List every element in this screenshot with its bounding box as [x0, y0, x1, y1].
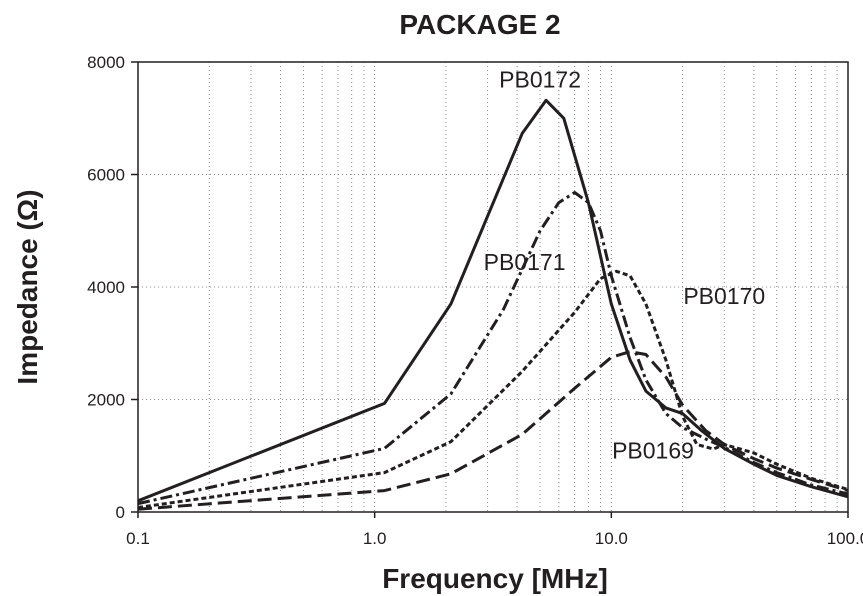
- series-label-pb0171: PB0171: [484, 249, 566, 275]
- series-line-pb0172: [137, 98, 849, 503]
- x-tick-label: 10.0: [595, 529, 628, 548]
- axis-ticks: 0.1 1.0 10.0 100.0 0 2000 4000 6000 8000: [87, 53, 863, 548]
- y-tick-label: 2000: [87, 391, 125, 410]
- x-tick-label: 100.0: [827, 529, 863, 548]
- chart-title: PACKAGE 2: [399, 9, 560, 40]
- series-label-pb0169: PB0169: [612, 438, 694, 464]
- x-tick-label: 1.0: [363, 529, 387, 548]
- y-axis-label: Impedance (Ω): [12, 189, 43, 384]
- y-tick-label: 4000: [87, 278, 125, 297]
- x-axis-label: Frequency [MHz]: [382, 563, 608, 594]
- x-tick-label: 0.1: [126, 529, 150, 548]
- y-tick-label: 8000: [87, 53, 125, 72]
- y-tick-label: 6000: [87, 166, 125, 185]
- series-lines: [137, 98, 849, 511]
- series-line-pb0169: [137, 350, 849, 511]
- grid-lines: [138, 62, 848, 512]
- series-label-pb0170: PB0170: [683, 283, 765, 309]
- y-tick-label: 0: [116, 503, 125, 522]
- series-labels: PB0172 PB0171 PB0170 PB0169: [484, 66, 766, 463]
- series-label-pb0172: PB0172: [499, 66, 581, 92]
- series-line-pb0171: [137, 191, 849, 506]
